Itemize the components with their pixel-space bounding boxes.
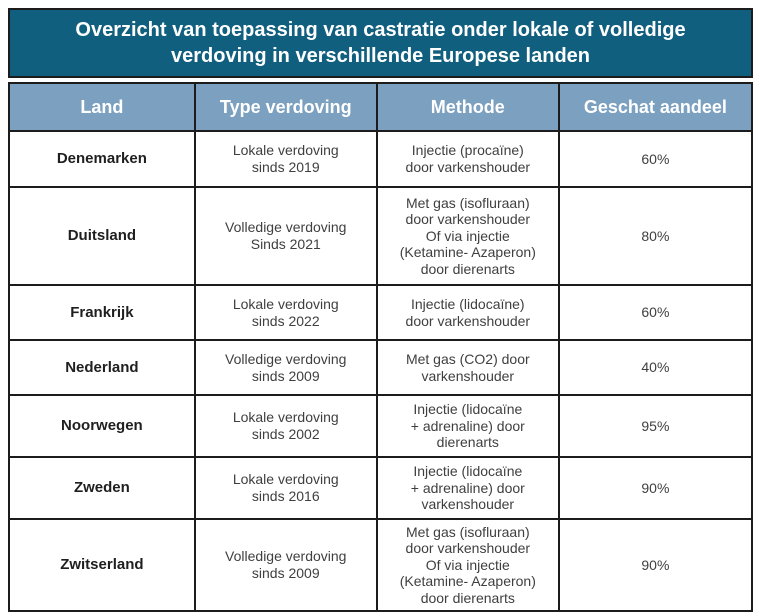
share-cell: 40% (557, 339, 754, 396)
country-cell: Zwitserland (8, 518, 196, 612)
share-cell: 90% (557, 518, 754, 612)
anesthesia-type-cell: Lokale verdoving sinds 2002 (193, 394, 378, 458)
share-cell: 95% (557, 394, 754, 458)
method-cell: Injectie (lidocaïne + adrenaline) door d… (375, 394, 560, 458)
share-cell: 60% (557, 284, 754, 341)
table-row: Denemarken Lokale verdoving sinds 2019 I… (8, 130, 754, 188)
share-cell: 80% (557, 186, 754, 286)
table-row: Zwitserland Volledige verdoving sinds 20… (8, 518, 754, 612)
anesthesia-type-cell: Volledige verdoving Sinds 2021 (193, 186, 378, 286)
anesthesia-type-cell: Volledige verdoving sinds 2009 (193, 339, 378, 396)
column-header-land: Land (8, 82, 196, 132)
method-cell: Injectie (lidocaïne + adrenaline) door v… (375, 456, 560, 520)
method-cell: Injectie (lidocaïne) door varkenshouder (375, 284, 560, 341)
share-cell: 60% (557, 130, 754, 188)
country-cell: Nederland (8, 339, 196, 396)
anesthesia-type-cell: Lokale verdoving sinds 2022 (193, 284, 378, 341)
table-title: Overzicht van toepassing van castratie o… (8, 8, 753, 78)
country-cell: Denemarken (8, 130, 196, 188)
overview-table-card: Overzicht van toepassing van castratie o… (8, 8, 754, 612)
anesthesia-overview-table: Land Type verdoving Methode Geschat aand… (8, 82, 754, 612)
country-cell: Frankrijk (8, 284, 196, 341)
anesthesia-type-cell: Volledige verdoving sinds 2009 (193, 518, 378, 612)
column-header-methode: Methode (375, 82, 560, 132)
anesthesia-type-cell: Lokale verdoving sinds 2019 (193, 130, 378, 188)
column-header-geschat-aandeel: Geschat aandeel (557, 82, 754, 132)
column-header-type-verdoving: Type verdoving (193, 82, 378, 132)
method-cell: Met gas (isofluraan) door varkenshouder … (375, 518, 560, 612)
country-cell: Duitsland (8, 186, 196, 286)
method-cell: Injectie (procaïne) door varkenshouder (375, 130, 560, 188)
table-row: Nederland Volledige verdoving sinds 2009… (8, 339, 754, 396)
method-cell: Met gas (isofluraan) door varkenshouder … (375, 186, 560, 286)
country-cell: Noorwegen (8, 394, 196, 458)
country-cell: Zweden (8, 456, 196, 520)
table-row: Zweden Lokale verdoving sinds 2016 Injec… (8, 456, 754, 520)
table-row: Frankrijk Lokale verdoving sinds 2022 In… (8, 284, 754, 341)
method-cell: Met gas (CO2) door varkenshouder (375, 339, 560, 396)
table-row: Noorwegen Lokale verdoving sinds 2002 In… (8, 394, 754, 458)
anesthesia-type-cell: Lokale verdoving sinds 2016 (193, 456, 378, 520)
share-cell: 90% (557, 456, 754, 520)
table-row: Duitsland Volledige verdoving Sinds 2021… (8, 186, 754, 286)
header-row: Land Type verdoving Methode Geschat aand… (8, 82, 754, 132)
